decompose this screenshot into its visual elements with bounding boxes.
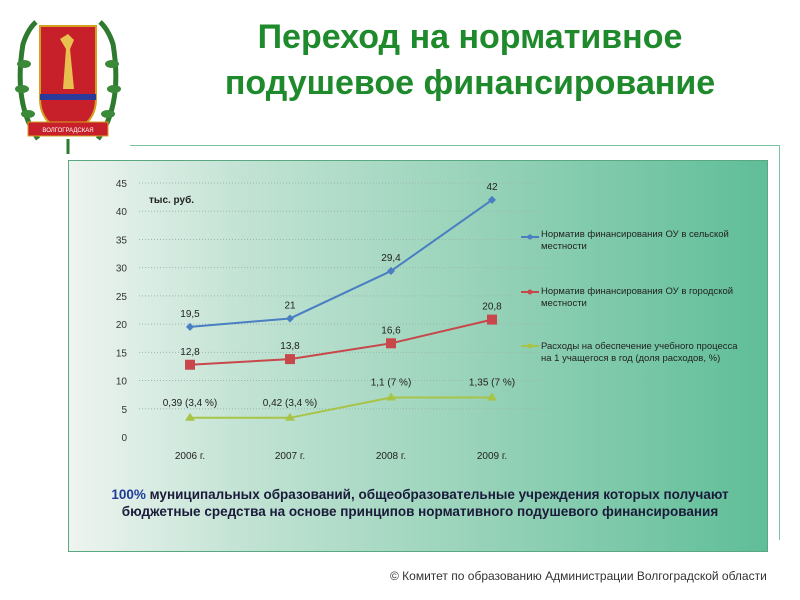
data-label: 13,8 [280,341,300,352]
y-tick-label: 45 [116,179,128,190]
data-label: 42 [486,182,498,193]
y-tick-label: 30 [116,264,128,275]
x-tick-label: 2006 г. [175,451,205,462]
data-point [285,412,295,421]
data-point [487,314,497,325]
unit-label: тыс. руб. [149,194,194,206]
series-line-0 [189,199,493,328]
data-label: 16,6 [381,325,401,336]
y-tick-label: 25 [116,292,128,303]
caption-highlight: 100% [111,487,146,502]
legend-item-expenses: Расходы на обеспечение учебного процесса… [541,341,741,365]
legend-marker [527,289,533,295]
y-tick-label: 0 [121,433,127,444]
data-point [185,412,195,421]
data-label: 1,1 (7 %) [371,377,412,388]
chart-panel: 0 5 10 15 20 25 30 35 40 45 тыс. руб. 2006 г. 2007 г… [68,160,768,552]
data-label: 29,4 [381,253,401,264]
caption: 100% муниципальных образований, общеобра… [90,486,750,520]
data-label: 1,35 (7 %) [469,377,515,388]
data-label: 0,39 (3,4 %) [163,398,217,409]
data-label: 12,8 [180,347,200,358]
y-tick-label: 40 [116,207,128,218]
data-point [386,392,396,401]
series-line-1 [189,318,493,366]
footer-copyright: © Комитет по образованию Администрации В… [390,569,767,583]
series-line-2 [190,396,492,419]
line-chart: 0 5 10 15 20 25 30 35 40 45 тыс. руб. 2006 г. 2007 г… [116,179,549,462]
frame-line [130,145,780,146]
legend-item-rural: Норматив финансирования ОУ в сельской ме… [541,229,761,253]
y-tick-label: 20 [116,320,128,331]
legend-marker [527,343,533,349]
data-point [386,338,396,349]
frame-line [779,145,780,540]
x-tick-label: 2009 г. [477,451,507,462]
data-point [387,267,395,276]
data-label: 19,5 [180,309,200,320]
legend-item-urban: Норматив финансирования ОУ в городской м… [541,286,761,310]
caption-text: муниципальных образований, общеобразоват… [121,487,729,519]
legend-label: Норматив финансирования ОУ в городской м… [541,286,734,309]
data-label: 21 [284,300,296,311]
y-tick-label: 10 [116,377,128,388]
legend-label: Расходы на обеспечение учебного процесса… [541,341,738,364]
y-tick-label: 5 [121,405,127,416]
data-point [487,392,497,401]
coat-of-arms-logo: ВОЛГОГРАДСКАЯ [15,20,121,154]
data-point [285,354,295,365]
y-tick-label: 15 [116,348,128,359]
data-point [186,322,194,331]
svg-text:ВОЛГОГРАДСКАЯ: ВОЛГОГРАДСКАЯ [42,128,93,134]
data-point [488,195,496,204]
y-tick-label: 35 [116,235,128,246]
legend-label: Норматив финансирования ОУ в сельской ме… [541,229,729,252]
legend-marker [527,234,533,240]
data-point [286,314,294,323]
x-tick-label: 2008 г. [376,451,406,462]
x-tick-label: 2007 г. [275,451,305,462]
data-label: 20,8 [482,302,502,313]
data-label: 0,42 (3,4 %) [263,398,317,409]
page-title: Переход на нормативное подушевое финанси… [224,18,716,102]
data-point [185,359,195,370]
